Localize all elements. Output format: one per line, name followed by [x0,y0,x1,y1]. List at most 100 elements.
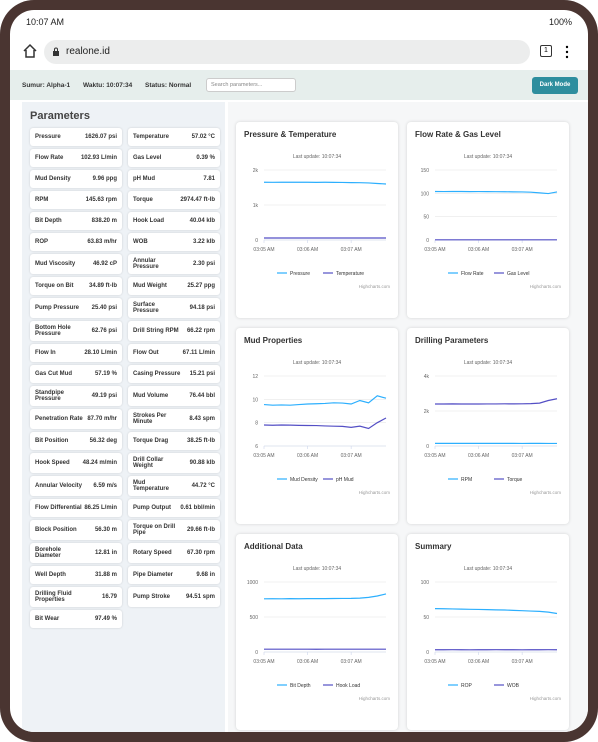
parameter-name: pH Mud [133,176,155,182]
parameter-card: Bottom Hole Pressure 62.76 psi [30,321,122,341]
lock-icon [53,47,59,56]
parameter-card: Pump Stroke 94.51 spm [128,587,220,607]
parameter-name: Bit Position [35,438,69,444]
parameter-value: 38.25 ft-lb [186,438,215,444]
parameter-value: 97.49 % [94,616,117,622]
parameter-card: Mud Volume 76.44 bbl [128,386,220,406]
parameter-card: Torque on Drill Pipe 29.66 ft-lb [128,520,220,540]
parameter-card: Hook Speed 48.24 m/min [30,453,122,473]
parameter-value: 29.66 ft-lb [186,527,215,533]
legend-label: Pressure [290,271,310,277]
url-bar[interactable]: realone.id [44,40,530,64]
y-tick-label: 100 [421,580,430,586]
y-tick-label: 50 [423,215,429,221]
parameter-value: 57.19 % [94,371,117,377]
y-tick-label: 2k [253,168,259,174]
charts-panel: Pressure & Temperature Last update: 10:07… [228,102,588,732]
parameter-value: 34.89 ft-lb [88,283,117,289]
parameter-card: Flow Rate 102.93 L/min [30,149,122,167]
chart-title: Mud Properties [244,336,303,345]
parameter-card: Pressure 1626.07 psi [30,128,122,146]
parameter-value: 40.04 klb [189,218,215,224]
parameter-value: 25.27 ppg [187,283,215,289]
parameter-card: Casing Pressure 15.21 psi [128,365,220,383]
parameter-name: Drilling Fluid Properties [35,591,72,603]
parameter-name: WOB [133,239,148,245]
tab-count[interactable]: 1 [540,45,552,57]
parameter-value: 56.32 deg [89,438,117,444]
chart-title: Flow Rate & Gas Level [415,130,501,139]
parameter-card: Drill Collar Weight 90.88 klb [128,453,220,473]
search-input[interactable]: Search parameters... [206,78,296,92]
parameter-name: Gas Level [133,155,162,161]
legend-label: RPM [461,477,472,483]
parameter-card: Hook Load 40.04 klb [128,212,220,230]
series-line [263,395,387,406]
chart-card: Additional Data Last update: 10:07:34 0 500… [236,534,398,730]
menu-icon[interactable] [564,45,570,59]
parameter-name: Bit Depth [35,218,62,224]
parameter-value: 87.70 m/hr [87,416,117,422]
parameter-card: Drill String RPM 66.22 rpm [128,321,220,341]
parameter-card: WOB 3.22 klb [128,233,220,251]
parameter-card: Annular Velocity 6.59 m/s [30,476,122,496]
time: Waktu: 10:07:34 [83,82,133,89]
parameter-value: 2974.47 ft-lb [180,197,215,203]
parameter-name: Mud Volume [133,393,169,399]
parameter-card: Block Position 56.30 m [30,520,122,540]
parameter-card: Drilling Fluid Properties 16.79 [30,587,122,607]
chart-title: Pressure & Temperature [244,130,337,139]
parameter-value: 838.20 m [91,218,117,224]
parameter-card: Pump Pressure 25.40 psi [30,298,122,318]
y-tick-label: 150 [421,168,430,174]
x-tick-label: 03:05 AM [424,453,445,459]
series-line [434,608,558,615]
screen: 10:07 AM 100% realone.id 1 Sumur: Alpha-… [10,10,588,732]
series-line [435,398,558,405]
parameter-value: 0.61 bbl/min [180,505,215,511]
parameter-card: Surface Pressure 94.18 psi [128,298,220,318]
parameter-value: 28.10 L/min [84,350,117,356]
parameter-value: 15.21 psi [189,371,215,377]
x-tick-label: 03:07 AM [512,659,533,665]
parameter-card: Gas Level 0.39 % [128,149,220,167]
parameter-card: Well Depth 31.88 m [30,566,122,584]
parameter-name: Torque on Drill Pipe [133,524,176,536]
parameter-card: Borehole Diameter 12.81 in [30,543,122,563]
parameter-card: Pipe Diameter 9.68 in [128,566,220,584]
legend-label: Temperature [336,271,364,277]
parameter-card: Gas Cut Mud 57.19 % [30,365,122,383]
credits: Highcharts.com [530,490,562,495]
parameter-card: RPM 145.63 rpm [30,191,122,209]
y-tick-label: 4k [424,374,430,380]
chart-title: Summary [415,542,452,551]
parameter-name: Drill Collar Weight [133,457,164,469]
parameter-card: Flow In 28.10 L/min [30,344,122,362]
parameter-name: Penetration Rate [35,416,83,422]
url: realone.id [66,46,110,57]
parameter-name: Borehole Diameter [35,547,62,559]
y-tick-label: 0 [255,650,258,656]
credits: Highcharts.com [359,284,391,289]
y-tick-label: 500 [250,615,259,621]
legend-label: WOB [507,683,520,689]
dark-mode-button[interactable]: Dark Mode [532,77,578,94]
home-icon[interactable] [22,43,38,59]
parameter-value: 6.59 m/s [93,483,117,489]
chart-card: Summary Last update: 10:07:34 0 50 100 03:05 … [407,534,569,730]
legend-label: pH Mud [336,477,354,483]
chart-subtitle: Last update: 10:07:34 [464,566,513,572]
legend-label: Mud Density [290,477,318,483]
y-tick-label: 0 [426,444,429,450]
parameter-value: 44.72 °C [191,483,215,489]
y-tick-label: 10 [252,397,258,403]
chart-title: Drilling Parameters [415,336,489,345]
chart-subtitle: Last update: 10:07:34 [293,360,342,366]
parameter-card: Torque Drag 38.25 ft-lb [128,432,220,450]
parameter-value: 46.92 cP [92,261,117,267]
parameter-name: Pump Output [133,505,171,511]
y-tick-label: 1k [253,203,259,209]
parameter-value: 49.19 psi [91,393,117,399]
parameter-value: 2.30 psi [192,261,215,267]
